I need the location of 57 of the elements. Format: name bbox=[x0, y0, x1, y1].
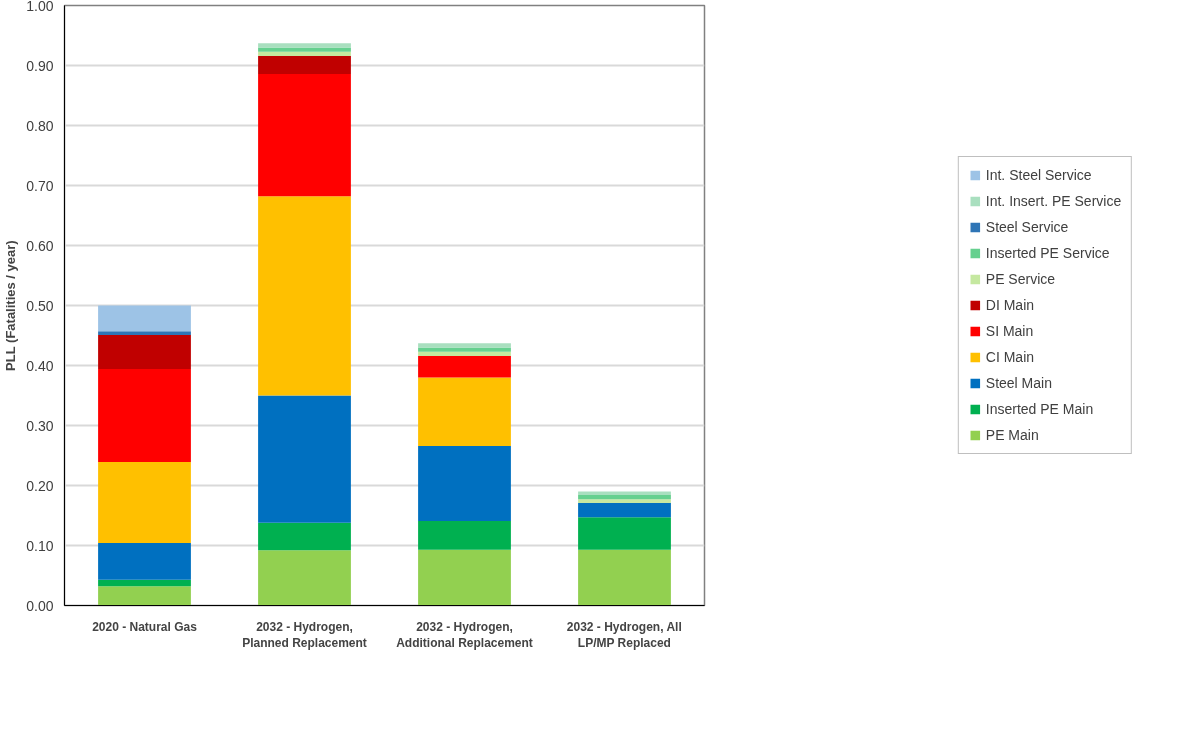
bar bbox=[98, 305, 191, 332]
y-tick-label: 0.30 bbox=[26, 417, 54, 434]
bar bbox=[418, 520, 511, 550]
legend-label: Steel Main bbox=[985, 375, 1052, 391]
x-tick-label: 2032 - Hydrogen, All LP/MP Replaced bbox=[566, 619, 682, 651]
y-tick-label: 0.80 bbox=[26, 117, 54, 134]
bar bbox=[98, 331, 191, 335]
y-tick-label: 1.00 bbox=[26, 0, 54, 14]
legend-label: Steel Service bbox=[985, 219, 1069, 235]
y-tick-label: 0.20 bbox=[26, 477, 54, 494]
y-tick-label: 0.10 bbox=[26, 537, 54, 554]
bar bbox=[258, 43, 351, 48]
legend-label: Inserted PE Main bbox=[985, 401, 1094, 417]
x-tick-label: 2020 - Natural Gas bbox=[92, 619, 198, 634]
y-tick-label: 0.00 bbox=[26, 597, 54, 614]
x-tick-label: 2032 - Hydrogen, Planned Replacement bbox=[242, 619, 367, 651]
bar bbox=[418, 343, 511, 348]
bar bbox=[258, 55, 351, 74]
bar bbox=[98, 462, 191, 544]
bar bbox=[98, 579, 191, 587]
legend-label: PE Service bbox=[985, 271, 1056, 287]
bar bbox=[258, 196, 351, 396]
bar bbox=[258, 51, 351, 56]
bar bbox=[418, 351, 511, 356]
legend-label: Int. Insert. PE Service bbox=[985, 193, 1122, 209]
legend-label: Inserted PE Service bbox=[985, 245, 1110, 261]
bar bbox=[98, 543, 191, 580]
bar bbox=[98, 334, 191, 370]
bar bbox=[578, 549, 671, 606]
legend-label: SI Main bbox=[985, 323, 1034, 339]
legend-label: DI Main bbox=[985, 297, 1035, 313]
bar bbox=[258, 73, 351, 197]
bar bbox=[418, 355, 511, 378]
legend-label: PE Main bbox=[985, 427, 1039, 443]
bar bbox=[578, 499, 671, 503]
bar bbox=[98, 586, 191, 606]
legend-label: CI Main bbox=[985, 349, 1035, 365]
y-tick-label: 0.70 bbox=[26, 177, 54, 194]
bar bbox=[258, 550, 351, 606]
x-tick-label: 2032 - Hydrogen, Additional Replacement bbox=[396, 619, 533, 651]
bar bbox=[418, 445, 511, 521]
bar bbox=[418, 377, 511, 446]
bar bbox=[258, 395, 351, 523]
y-tick-label: 0.50 bbox=[26, 297, 54, 314]
bar bbox=[258, 522, 351, 551]
bar bbox=[418, 549, 511, 606]
bar bbox=[578, 502, 671, 518]
y-tick-label: 0.90 bbox=[26, 57, 54, 74]
y-tick-label: 0.60 bbox=[26, 237, 54, 254]
bar bbox=[418, 347, 511, 352]
y-tick-label: 0.40 bbox=[26, 357, 54, 374]
bar bbox=[258, 47, 351, 52]
bar bbox=[98, 369, 191, 463]
bar bbox=[578, 517, 671, 550]
y-axis-title: PLL (Fatalities / year) bbox=[3, 240, 19, 371]
bar bbox=[578, 495, 671, 500]
legend-label: Int. Steel Service bbox=[985, 167, 1092, 183]
